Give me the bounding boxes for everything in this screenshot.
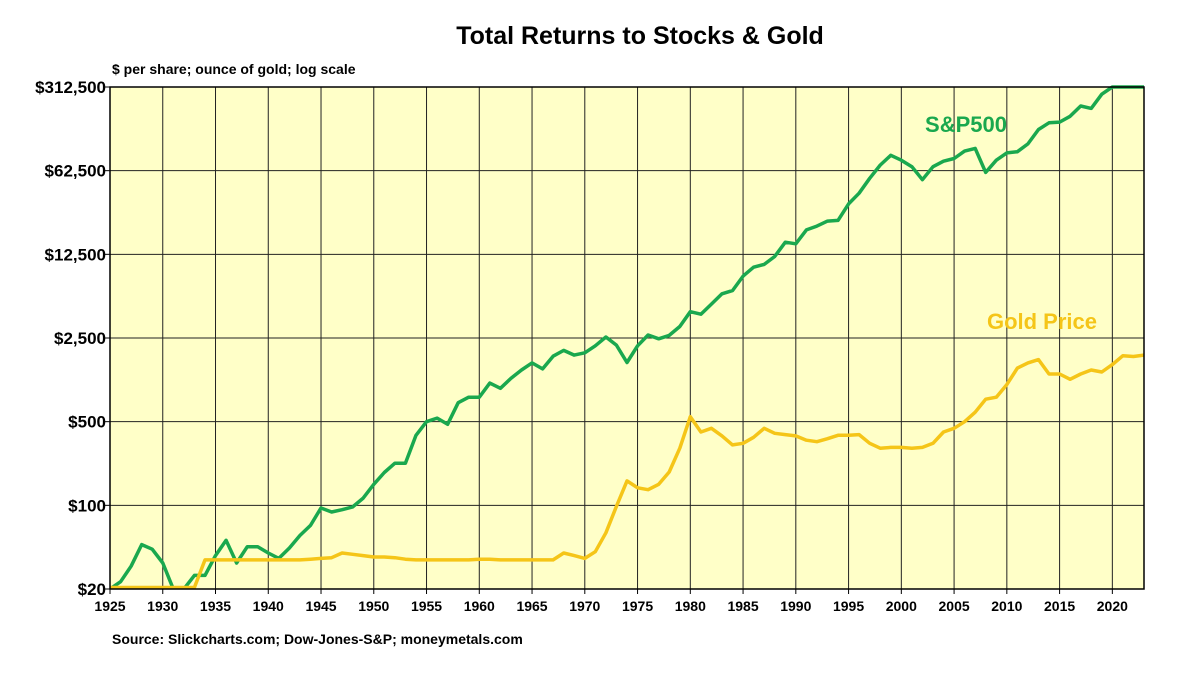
x-tick-label: 1955 xyxy=(411,598,442,614)
grid-lines xyxy=(109,87,1144,589)
y-tick-label: $100 xyxy=(68,496,106,515)
x-tick-label: 1925 xyxy=(94,598,125,614)
series-line-s-p500 xyxy=(110,85,1144,589)
x-tick-label: 2020 xyxy=(1097,598,1128,614)
y-tick-label: $62,500 xyxy=(45,162,106,181)
x-tick-label: 1995 xyxy=(833,598,864,614)
chart-subtitle: $ per share; ounce of gold; log scale xyxy=(112,61,356,77)
x-tick-label: 1950 xyxy=(358,598,389,614)
series-line-gold-price xyxy=(110,353,1144,589)
x-tick-label: 1990 xyxy=(780,598,811,614)
y-axis: $20 $100 $500 $2,500 $12,500 $62,500 $312,500 xyxy=(35,78,110,599)
x-tick-label: 1980 xyxy=(675,598,706,614)
y-tick-label: $20 xyxy=(78,580,106,599)
y-tick-label: $2,500 xyxy=(54,329,106,348)
x-tick-label: 2000 xyxy=(886,598,917,614)
x-tick-label: 1960 xyxy=(464,598,495,614)
x-tick-label: 1975 xyxy=(622,598,653,614)
x-tick-label: 2010 xyxy=(991,598,1022,614)
y-tick-label: $312,500 xyxy=(35,78,106,97)
series-labels: S&P500 Gold Price xyxy=(925,112,1097,334)
series-label-gold-price: Gold Price xyxy=(987,309,1097,334)
x-axis: 1925 1930 1935 1940 1945 1950 1955 1960 1965 1970… xyxy=(94,589,1128,614)
x-tick-label: 1965 xyxy=(516,598,547,614)
y-tick-label: $12,500 xyxy=(45,245,106,264)
series-label-s-p500: S&P500 xyxy=(925,112,1007,137)
y-tick-label: $500 xyxy=(68,413,106,432)
x-tick-label: 1930 xyxy=(147,598,178,614)
x-tick-label: 1985 xyxy=(727,598,758,614)
x-tick-label: 1970 xyxy=(569,598,600,614)
x-tick-label: 1945 xyxy=(305,598,336,614)
chart-title: Total Returns to Stocks & Gold xyxy=(456,22,824,50)
x-tick-label: 2015 xyxy=(1044,598,1075,614)
x-tick-label: 1935 xyxy=(200,598,231,614)
x-tick-label: 2005 xyxy=(939,598,970,614)
series-layer xyxy=(110,85,1144,589)
x-tick-label: 1940 xyxy=(253,598,284,614)
source-note: Source: Slickcharts.com; Dow-Jones-S&P; … xyxy=(112,631,523,647)
